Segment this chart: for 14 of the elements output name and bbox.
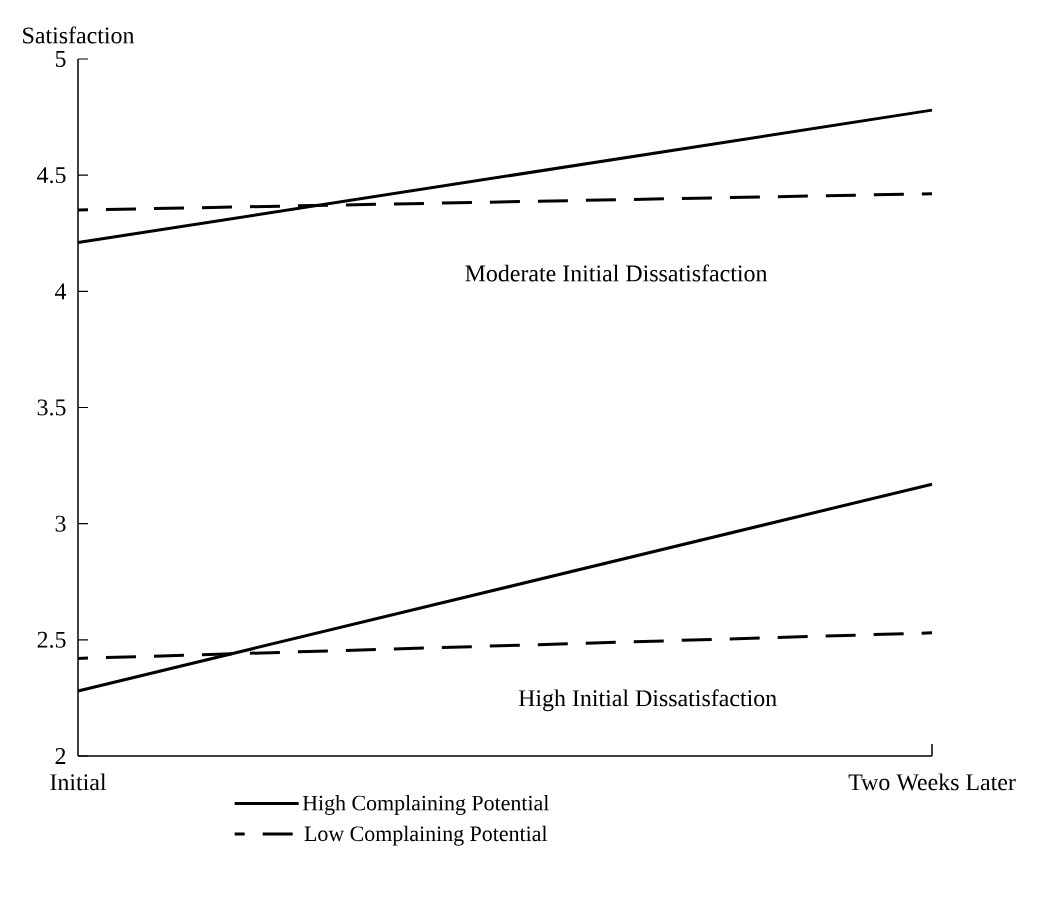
y-tick-label: 4.5 (37, 167, 66, 184)
annotation: High Initial Dissatisfaction (518, 689, 777, 712)
y-tick-label: 4 (54, 283, 67, 300)
y-tick-label: 2.5 (37, 631, 66, 648)
y-tick-label: 3 (55, 515, 66, 532)
x-tick-label: Initial (50, 773, 107, 791)
x-tick-label: Two Weeks Later (848, 773, 1016, 791)
annotation: Moderate Initial Dissatisfaction (465, 264, 768, 282)
y-tick-label: 3.5 (37, 399, 66, 416)
y-axis-title: Satisfaction (23, 26, 135, 44)
y-tick-label: 5 (55, 51, 66, 67)
legend-label: High Complaining Potential (302, 795, 549, 815)
legend-label: Low Complaining Potential (304, 825, 548, 846)
y-tick-label: 2 (55, 748, 66, 764)
